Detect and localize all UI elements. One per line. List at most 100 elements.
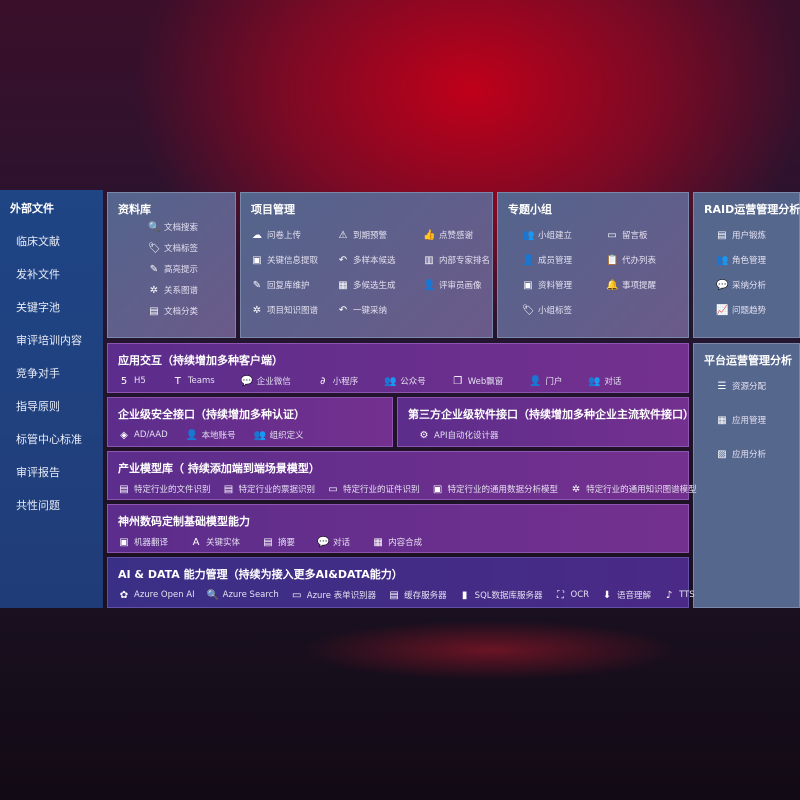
industry-item[interactable]: ▤ 特定行业的文件识别 (118, 483, 210, 496)
item-label: 特定行业的通用数据分析模型 (447, 485, 559, 495)
wechat-icon: 💬 (240, 375, 254, 387)
account-icon: 👤 (185, 429, 199, 441)
raid-item[interactable]: ▤ 用户锻炼 (716, 229, 789, 242)
sidebar-item[interactable]: 审评培训内容 (16, 334, 82, 347)
foundation-title: 神州数码定制基础模型能力 (118, 515, 250, 528)
project-item[interactable]: ↶ 多样本候选 (337, 254, 423, 267)
foundation-panel: 神州数码定制基础模型能力 ▣ 机器翻译 A 关键实体 ▤ 摘要 💬 对话 ▦ 内容合成 (107, 504, 689, 553)
item-label: 小组建立 (538, 231, 573, 241)
interaction-item[interactable]: ∂ 小程序 (317, 375, 359, 388)
project-item[interactable]: ▦ 多候选生成 (337, 279, 423, 292)
aidata-item[interactable]: ⛶ OCR (555, 590, 589, 601)
security-panel: 企业级安全接口（持续增加多种认证） ◈ AD/AAD 👤 本地账号 👥 组织定义 (107, 397, 393, 447)
thirdparty-item[interactable]: ⚙ API自动化设计器 (418, 429, 499, 442)
openai-icon: ✿ (119, 589, 129, 601)
raid-item[interactable]: 👥 角色管理 (716, 254, 789, 267)
item-label: 组织定义 (269, 431, 304, 441)
group-item[interactable]: 👥 小组建立 (522, 229, 606, 242)
file-icon: ▤ (119, 483, 129, 495)
library-item[interactable]: 🏷 文档标签 (148, 242, 225, 255)
ad-icon: ◈ (120, 429, 128, 441)
reply-icon: ↶ (338, 254, 348, 266)
interaction-item[interactable]: 5 H5 (118, 376, 146, 387)
sidebar-item[interactable]: 审评报告 (16, 466, 60, 479)
project-item[interactable]: ▣ 关键信息提取 (251, 254, 337, 267)
item-label: 事项提醒 (622, 281, 657, 291)
raid-item[interactable]: 📈 问题趋势 (716, 304, 789, 317)
sidebar-item[interactable]: 竞争对手 (16, 367, 60, 380)
interaction-item[interactable]: 👥 公众号 (384, 375, 426, 388)
sidebar-item[interactable]: 发补文件 (16, 268, 60, 281)
aidata-item[interactable]: 🔍 Azure Search (207, 590, 279, 601)
item-label: 文档分类 (164, 307, 199, 317)
aidata-item[interactable]: ▭ Azure 表单识别器 (291, 589, 376, 602)
document-icon: ▤ (149, 305, 159, 317)
project-item[interactable]: ⚠ 到期预警 (337, 229, 423, 242)
sidebar-item[interactable]: 标管中心标准 (16, 433, 82, 446)
group-item[interactable]: 🔔 事项提醒 (606, 279, 690, 292)
item-label: AD/AAD (134, 430, 168, 440)
interaction-item[interactable]: 👤 门户 (529, 375, 562, 388)
sidebar-title: 外部文件 (10, 202, 54, 215)
project-item[interactable]: 👍 点赞感谢 (423, 229, 503, 242)
project-item[interactable]: ✎ 回复库维护 (251, 279, 337, 292)
org-icon: 👥 (253, 429, 267, 441)
platform-item[interactable]: ▦ 应用管理 (716, 414, 789, 427)
aidata-item[interactable]: ✿ Azure Open AI (118, 590, 195, 601)
sidebar-item[interactable]: 指导原则 (16, 400, 60, 413)
interaction-item[interactable]: 👥 对话 (588, 375, 622, 388)
aidata-item[interactable]: ▤ 缓存服务器 (388, 589, 446, 602)
library-item[interactable]: 🔍 文档搜索 (148, 221, 225, 234)
security-item[interactable]: ◈ AD/AAD (118, 430, 168, 441)
industry-item[interactable]: ▤ 特定行业的票据识别 (223, 483, 315, 496)
security-item[interactable]: 👤 本地账号 (185, 429, 236, 442)
library-item[interactable]: ✲ 关系图谱 (148, 284, 225, 297)
group-item[interactable]: 👤 成员管理 (522, 254, 606, 267)
industry-item[interactable]: ✲ 特定行业的通用知识图谱模型 (570, 483, 697, 496)
industry-item[interactable]: ▭ 特定行业的证件识别 (327, 483, 419, 496)
project-item[interactable]: 👤 评审员画像 (423, 279, 503, 292)
cache-icon: ▤ (389, 589, 399, 601)
foundation-item[interactable]: ▤ 摘要 (262, 536, 295, 549)
item-label: 文档搜索 (164, 223, 199, 233)
platform-item[interactable]: ▨ 应用分析 (716, 448, 789, 461)
platform-item[interactable]: ☰ 资源分配 (716, 380, 789, 393)
group-item[interactable]: ▭ 留言板 (606, 229, 690, 242)
sidebar-item[interactable]: 共性问题 (16, 499, 60, 512)
foundation-item[interactable]: ▣ 机器翻译 (118, 536, 168, 549)
group-item[interactable]: 🏷 小组标签 (522, 304, 606, 317)
bbs-icon: ▭ (607, 229, 617, 241)
graph-icon: ✲ (149, 284, 159, 296)
interaction-item[interactable]: T Teams (172, 376, 215, 387)
library-item[interactable]: ✎ 高亮提示 (148, 263, 225, 276)
group-item[interactable]: 📋 代办列表 (606, 254, 690, 267)
item-label: 多候选生成 (353, 281, 396, 291)
group-item[interactable]: ▣ 资料管理 (522, 279, 606, 292)
item-label: 角色管理 (732, 256, 767, 266)
item-label: 对话 (604, 377, 622, 387)
project-item[interactable]: ☁ 问卷上传 (251, 229, 337, 242)
sidebar-external-files: 外部文件 临床文献发补文件关键字池审评培训内容 竞争对手指导原则标管中心标准 审评报… (0, 190, 103, 608)
aidata-item[interactable]: ▮ SQL数据库服务器 (459, 589, 543, 602)
project-item[interactable]: ▥ 内部专家排名 (423, 254, 503, 267)
security-item[interactable]: 👥 组织定义 (253, 429, 304, 442)
item-label: Azure Search (222, 590, 279, 600)
project-item[interactable]: ✲ 项目知识图谱 (251, 304, 337, 317)
project-item[interactable]: ↶ 一键采纳 (337, 304, 423, 317)
interaction-item[interactable]: ❐ Web飘窗 (452, 375, 503, 388)
aidata-item[interactable]: ⬇ 语音理解 (601, 589, 651, 602)
group-panel: 专题小组 👥 小组建立 ▭ 留言板 👤 成员管理 📋 代办列表 ▣ 资料管理 🔔 事项提醒 🏷 小组标签 (497, 192, 689, 338)
entity-icon: A (192, 536, 200, 548)
aidata-item[interactable]: ♪ TTS (663, 590, 695, 601)
sidebar-item[interactable]: 关键字池 (16, 301, 60, 314)
raid-item[interactable]: 💬 采纳分析 (716, 279, 789, 292)
industry-item[interactable]: ▣ 特定行业的通用数据分析模型 (432, 483, 559, 496)
foundation-item[interactable]: 💬 对话 (317, 536, 350, 549)
sidebar-item[interactable]: 临床文献 (16, 235, 60, 248)
library-item[interactable]: ▤ 文档分类 (148, 305, 225, 318)
graph-icon: ✲ (571, 483, 581, 495)
foundation-item[interactable]: ▦ 内容合成 (372, 536, 422, 549)
foundation-item[interactable]: A 关键实体 (190, 536, 240, 549)
item-label: 小程序 (332, 377, 359, 387)
interaction-item[interactable]: 💬 企业微信 (240, 375, 291, 388)
